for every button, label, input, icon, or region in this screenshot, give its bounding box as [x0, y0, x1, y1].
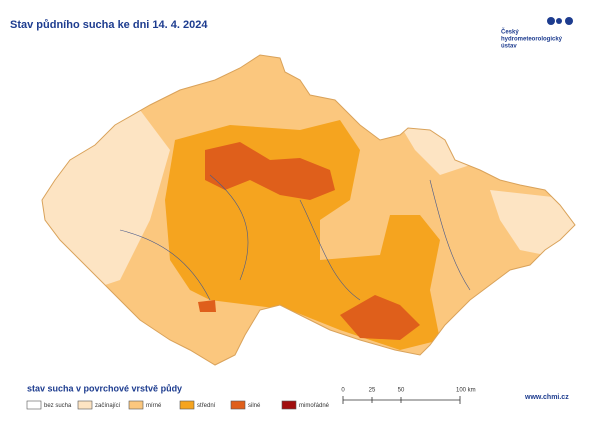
legend-title: stav sucha v povrchové vrstvě půdy	[27, 383, 182, 393]
legend-label: silné	[248, 403, 261, 409]
logo-dot	[547, 17, 555, 25]
scale-bar: 0 25 50 100 km	[341, 388, 476, 404]
logo-dot	[565, 17, 573, 25]
legend-label: začínající	[95, 403, 121, 409]
legend-label: mírné	[146, 403, 162, 409]
scale-line	[342, 396, 461, 404]
legend-label: střední	[197, 403, 216, 409]
logo-text: Český	[501, 29, 519, 36]
legend-swatch	[230, 400, 246, 410]
border	[41, 54, 576, 366]
region-severe	[205, 142, 335, 200]
rivers	[119, 174, 471, 301]
logo-dot	[556, 18, 562, 24]
legend-swatch	[128, 400, 144, 410]
scale-label: 25	[369, 388, 376, 394]
url: www.chmi.cz	[524, 394, 569, 401]
title: Stav půdního sucha ke dni 14. 4. 2024	[10, 19, 208, 31]
legend: bez sucha začínající mírné střední silné mimo…	[26, 400, 330, 410]
scale-label: 50	[398, 388, 405, 394]
legend-swatch	[26, 400, 42, 410]
legend-label: bez sucha	[44, 403, 72, 409]
legend-swatch	[77, 400, 93, 410]
logo-text: hydrometeorologický	[501, 37, 563, 43]
legend-label: mimořádné	[299, 403, 330, 409]
scale-label: 100 km	[456, 388, 476, 394]
logo-text: ústav	[501, 44, 517, 50]
legend-swatch	[179, 400, 195, 410]
logo: Český hydrometeorologický ústav	[501, 17, 573, 50]
region-severe	[198, 300, 216, 312]
scale-label: 0	[341, 388, 345, 394]
region-severe	[340, 295, 420, 340]
legend-swatch	[281, 400, 297, 410]
